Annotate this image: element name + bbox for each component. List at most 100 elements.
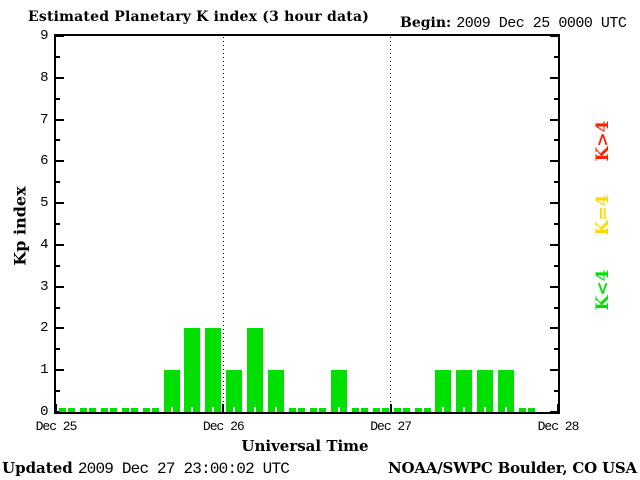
footer-source: NOAA/SWPC Boulder, CO USA [387, 459, 637, 477]
kp-bar [163, 370, 180, 412]
day-gridline [222, 37, 224, 412]
y-tick-label: 2 [40, 320, 48, 337]
y-tick [56, 160, 64, 163]
bar-hour-tick [233, 406, 236, 412]
kp-bar [289, 408, 306, 412]
x-tick-label: Dec 26 [202, 419, 245, 434]
updated-label: Updated [2, 459, 73, 477]
y-tick [56, 223, 60, 225]
y-tick [56, 139, 60, 142]
kp-bar [205, 328, 222, 412]
bar-hour-tick [86, 408, 89, 412]
y-tick [554, 306, 558, 309]
y-tick [554, 390, 558, 393]
y-tick [550, 118, 558, 121]
kp-bar [435, 370, 452, 412]
x-axis-title: Universal Time [241, 437, 369, 455]
bar-hour-tick [505, 406, 508, 412]
bar-hour-tick [296, 408, 299, 412]
plot-area [54, 34, 560, 414]
day-gridline [390, 37, 392, 412]
kp-bar [309, 408, 326, 412]
y-tick [550, 160, 558, 163]
kp-bar [268, 370, 285, 412]
y-tick-label: 3 [40, 278, 48, 295]
begin-row: Begin: 2009 Dec 25 0000 UTC [400, 12, 627, 32]
y-tick [56, 390, 60, 393]
y-tick [550, 76, 558, 79]
kp-bar [477, 370, 494, 412]
x-tick-label: Dec 27 [370, 419, 412, 434]
y-tick [550, 35, 558, 37]
bar-hour-tick [358, 408, 361, 412]
y-tick-label: 0 [40, 404, 48, 420]
kp-bar [142, 408, 159, 412]
bar-hour-tick [212, 406, 215, 412]
kp-bar [100, 408, 117, 412]
y-tick [56, 369, 64, 372]
kp-bar [519, 408, 536, 412]
y-tick [56, 118, 64, 121]
y-tick-label: 7 [40, 111, 48, 128]
legend-item-k-gt4: K>4 [593, 120, 613, 162]
bar-hour-tick [191, 406, 194, 412]
bar-hour-tick [379, 408, 382, 412]
x-tick [55, 404, 57, 412]
y-tick [550, 202, 558, 205]
x-tick [557, 404, 559, 412]
kp-bar [247, 328, 264, 412]
bar-hour-tick [149, 408, 152, 412]
y-tick-label: 6 [40, 153, 48, 170]
kp-bar [414, 408, 431, 412]
y-tick [554, 181, 558, 184]
y-tick [550, 411, 558, 413]
legend-item-k-eq4: K=4 [593, 194, 613, 236]
y-tick [554, 55, 558, 58]
bar-hour-tick [442, 406, 445, 412]
kp-bar [351, 408, 368, 412]
y-tick [550, 243, 558, 246]
kp-bar [456, 370, 473, 412]
begin-label: Begin: [400, 15, 452, 31]
chart-title: Estimated Planetary K index (3 hour data… [28, 9, 370, 25]
kp-bar [79, 408, 96, 412]
y-tick [56, 181, 60, 184]
y-tick [554, 223, 558, 225]
kp-bar [121, 408, 138, 412]
bar-hour-tick [337, 406, 340, 412]
y-tick [550, 327, 558, 330]
y-tick [554, 97, 558, 100]
bar-hour-tick [400, 408, 403, 412]
bar-hour-tick [275, 406, 278, 412]
y-tick-label: 5 [40, 195, 48, 212]
legend-item-k-lt4: K<4 [593, 269, 613, 311]
y-tick [56, 76, 64, 79]
y-tick [56, 285, 64, 288]
y-tick [550, 369, 558, 372]
y-tick [56, 327, 64, 330]
bar-hour-tick [484, 406, 487, 412]
kp-bar [393, 408, 410, 412]
y-tick [56, 202, 64, 205]
y-tick [56, 55, 60, 58]
y-tick-label: 4 [40, 236, 48, 253]
y-tick-label: 8 [40, 69, 48, 86]
y-tick [56, 411, 64, 413]
bar-hour-tick [526, 408, 529, 412]
updated-value: 2009 Dec 27 23:00:02 UTC [77, 460, 290, 478]
y-tick-label: 1 [40, 362, 48, 379]
bar-hour-tick [65, 408, 68, 412]
bar-hour-tick [316, 408, 319, 412]
y-tick-label: 9 [40, 28, 48, 44]
y-tick [56, 348, 60, 351]
bar-hour-tick [128, 408, 131, 412]
y-tick [550, 285, 558, 288]
bar-hour-tick [170, 406, 173, 412]
kp-bar [498, 370, 515, 412]
begin-value: 2009 Dec 25 0000 UTC [456, 15, 627, 32]
y-tick [554, 139, 558, 142]
kp-bar [184, 328, 201, 412]
bar-hour-tick [254, 406, 257, 412]
y-tick [56, 97, 60, 100]
